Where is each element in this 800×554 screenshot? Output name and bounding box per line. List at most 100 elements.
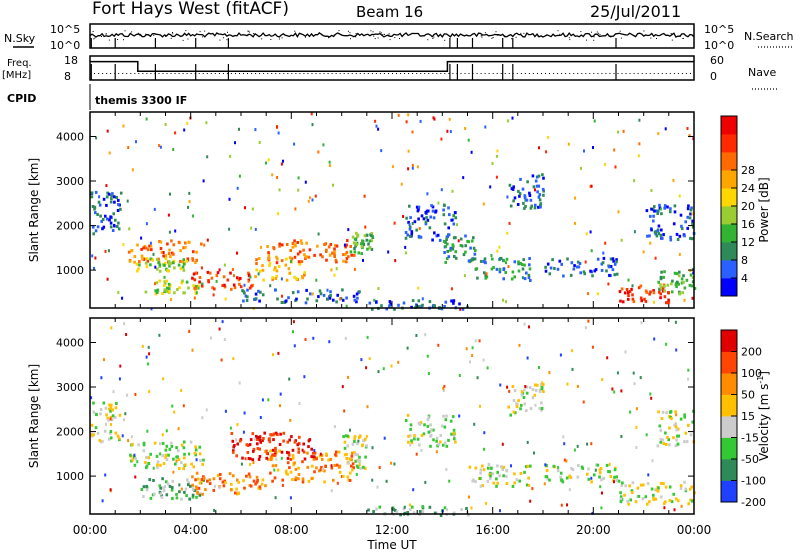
data-cell	[428, 300, 432, 304]
data-cell	[377, 287, 380, 290]
data-cell	[188, 191, 191, 195]
data-cell	[190, 462, 193, 466]
data-cell	[604, 241, 607, 245]
data-cell	[421, 505, 425, 509]
data-cell	[278, 242, 281, 246]
data-cell	[435, 234, 438, 238]
data-cell	[277, 351, 280, 355]
data-cell	[602, 476, 605, 480]
data-cell	[668, 485, 672, 489]
data-cell	[207, 280, 210, 284]
data-cell	[445, 414, 448, 418]
data-cell	[109, 406, 113, 410]
data-cell	[659, 296, 662, 300]
data-cell	[598, 471, 602, 475]
data-cell	[194, 453, 197, 457]
data-cell	[390, 461, 393, 465]
data-cell	[357, 439, 360, 443]
data-cell	[491, 257, 494, 261]
data-cell	[419, 421, 423, 425]
data-cell	[470, 258, 473, 262]
data-cell	[242, 479, 245, 483]
data-cell	[569, 476, 572, 480]
data-cell	[249, 438, 253, 442]
data-cell	[151, 258, 154, 262]
nave-point	[649, 73, 651, 74]
data-cell	[431, 205, 435, 209]
data-cell	[437, 201, 440, 205]
data-cell	[570, 466, 573, 470]
data-cell	[213, 287, 216, 291]
data-cell	[248, 286, 252, 290]
data-cell	[691, 296, 694, 300]
data-cell	[268, 261, 272, 265]
velocity-colorbar-label: Velocity [m s	[757, 384, 771, 461]
nave-point	[553, 73, 555, 74]
data-cell	[615, 258, 618, 262]
data-cell	[242, 430, 245, 434]
data-cell	[635, 446, 638, 449]
data-cell	[341, 298, 345, 302]
data-cell	[159, 486, 162, 490]
nsearch-point	[384, 33, 385, 35]
data-cell	[273, 468, 276, 472]
data-cell	[389, 302, 392, 306]
data-cell	[607, 282, 610, 286]
data-cell	[328, 253, 332, 257]
data-cell	[311, 123, 314, 127]
data-cell	[590, 442, 593, 446]
data-cell	[256, 447, 260, 450]
nsearch-point	[333, 34, 335, 36]
data-cell	[662, 275, 665, 279]
data-cell	[313, 253, 316, 257]
data-cell	[186, 478, 189, 482]
nsearch-point	[294, 30, 296, 32]
data-cell	[510, 187, 514, 191]
data-cell	[212, 293, 215, 297]
nave-point	[162, 73, 164, 74]
data-cell	[563, 442, 566, 446]
data-cell	[175, 492, 178, 496]
data-cell	[188, 329, 191, 333]
data-cell	[180, 389, 183, 392]
nave-point	[561, 73, 563, 74]
data-cell	[219, 473, 222, 476]
data-cell	[327, 245, 331, 249]
data-cell	[335, 300, 338, 304]
data-cell	[113, 200, 116, 204]
data-cell	[468, 465, 472, 469]
data-cell	[191, 493, 195, 497]
data-cell	[229, 271, 232, 275]
data-cell	[203, 243, 206, 247]
data-cell	[531, 388, 535, 392]
data-cell	[443, 441, 447, 445]
nave-point	[178, 73, 180, 74]
data-cell	[354, 453, 357, 457]
data-cell	[613, 468, 617, 472]
data-cell	[664, 127, 667, 131]
nave-point	[484, 73, 486, 74]
nsearch-point	[349, 32, 351, 34]
data-cell	[587, 319, 590, 323]
data-cell	[476, 276, 479, 280]
data-cell	[177, 263, 181, 267]
data-cell	[537, 195, 541, 199]
data-cell	[102, 401, 106, 405]
data-cell	[652, 496, 655, 500]
data-cell	[657, 132, 660, 136]
data-cell	[424, 480, 427, 484]
data-cell	[376, 485, 379, 489]
data-cell	[645, 433, 648, 437]
data-cell	[288, 256, 292, 260]
data-cell	[367, 242, 370, 246]
nave-point	[247, 73, 248, 74]
data-cell	[436, 444, 439, 448]
data-cell	[156, 288, 160, 292]
data-cell	[246, 295, 249, 299]
data-cell	[237, 480, 240, 484]
data-cell	[285, 278, 289, 282]
nave-point	[593, 73, 595, 74]
data-cell	[481, 464, 484, 468]
data-cell	[422, 432, 426, 436]
